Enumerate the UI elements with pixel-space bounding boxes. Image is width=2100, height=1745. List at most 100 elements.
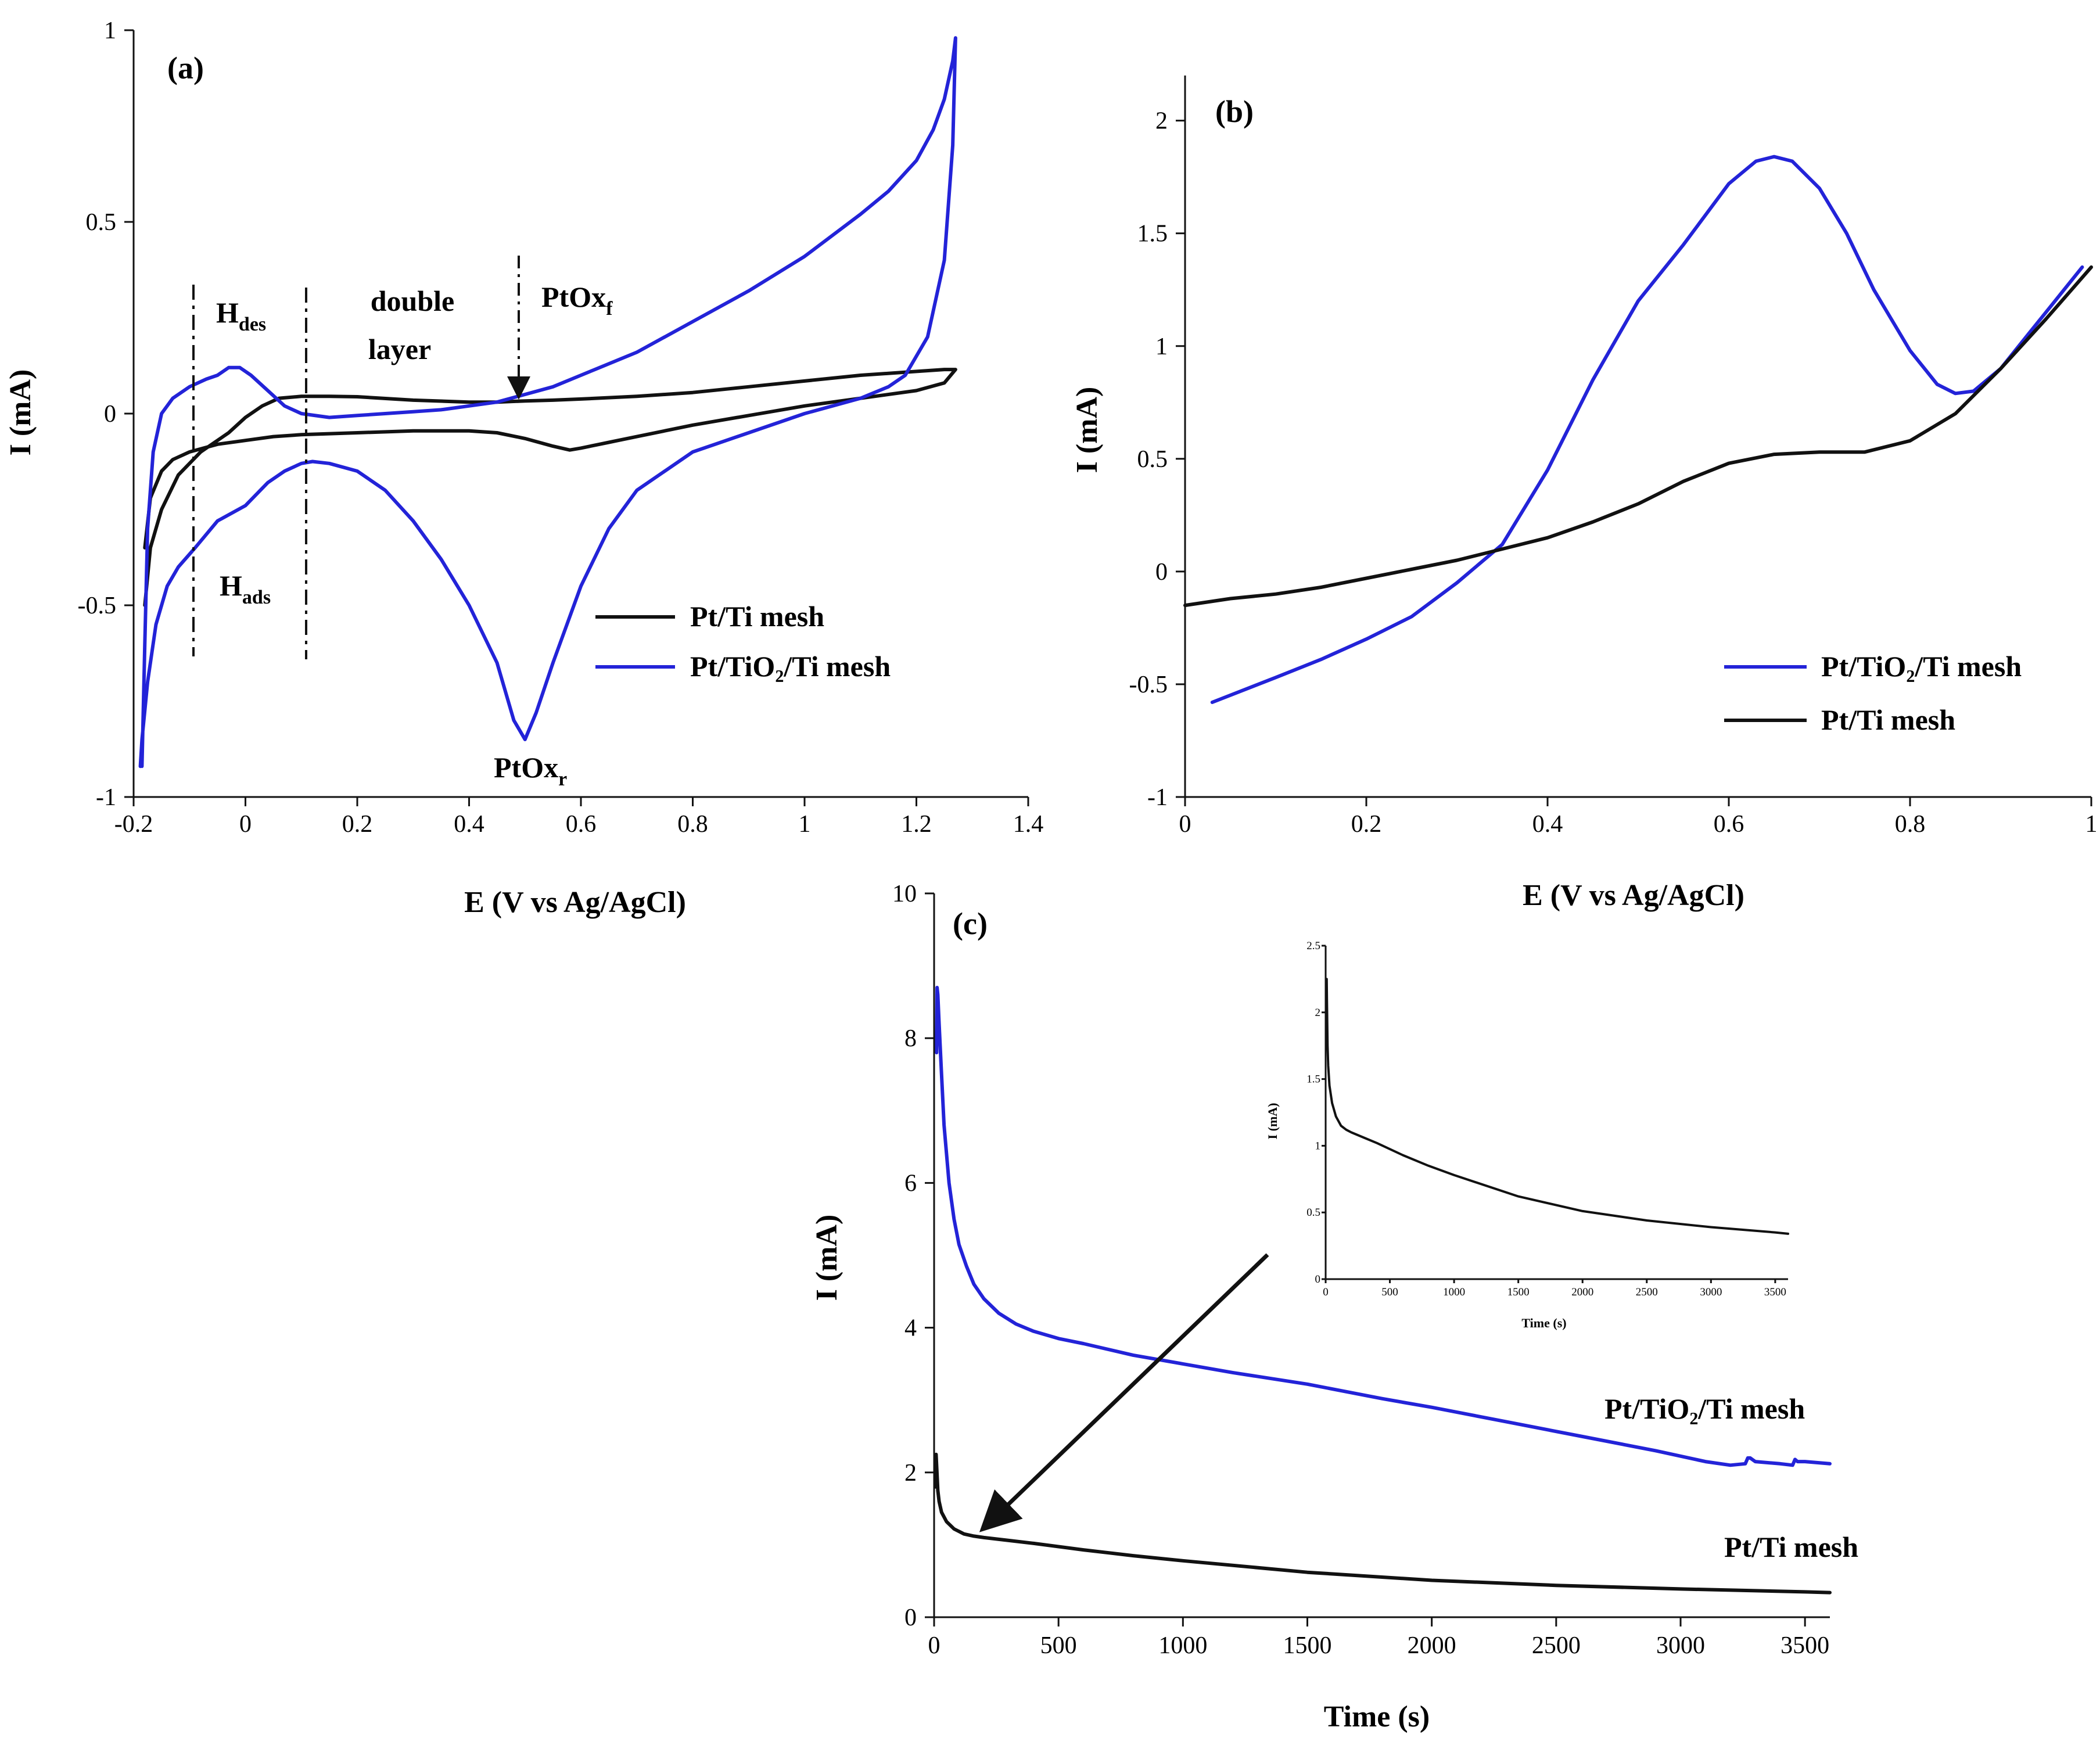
panel-c-ytick-label: 2 (904, 1460, 917, 1487)
panel-b-legend: Pt/TiO₂/Ti mesh Pt/Ti mesh (1724, 650, 2022, 736)
panel-a-xtick-label: 1.4 (1013, 811, 1044, 838)
panel-b-ytick-label: -0.5 (1129, 672, 1168, 698)
inset-xtick-label: 1000 (1443, 1286, 1465, 1298)
annotation-hdes: Hdes (216, 296, 266, 335)
panel-a-ytick-label: -1 (96, 784, 116, 811)
inset-ytick-label: 2 (1315, 1007, 1321, 1019)
panel-c-xtick-label: 500 (1040, 1632, 1077, 1659)
inset-ytick-label: 2.5 (1306, 940, 1320, 952)
inset-xtick-label: 0 (1323, 1286, 1329, 1298)
panel-a-ytick-label: -0.5 (78, 593, 117, 619)
panel-a-xtick-label: 1 (799, 811, 811, 838)
panel-c-xtick-label: 3000 (1656, 1632, 1705, 1659)
panel-a-ytick-label: 0 (104, 401, 116, 428)
panel-b-xlabel: E (V vs Ag/AgCl) (1523, 879, 1744, 912)
panel-c-xtick-label: 1500 (1283, 1632, 1332, 1659)
panel-a-series-pt-tio-ti-mesh (138, 36, 957, 769)
panel-a-legend: Pt/Ti mesh Pt/TiO₂/Ti mesh (595, 600, 891, 683)
panel-b-ticks: 0 0.2 0.4 0.6 0.8 1 -1 -0.5 0 0.5 1 1.5 2 (1129, 108, 2098, 838)
panel-a-label: (a) (167, 51, 204, 85)
panel-c-label-pt-ti: Pt/Ti mesh (1724, 1531, 1858, 1563)
panel-c-ytick-label: 4 (904, 1315, 917, 1342)
inset-chart: 0 500 1000 1500 2000 2500 3000 3500 0 0.5 1 1.5 2 2.5… (1265, 940, 1789, 1330)
panel-c-series-pt-ti-mesh (934, 1452, 1832, 1595)
panel-a-xtick-label: 0.6 (566, 811, 597, 838)
panel-b-xtick-label: 0.6 (1714, 811, 1744, 838)
panel-a-xtick-label: 0.2 (342, 811, 373, 838)
panel-a-xtick-label: 0 (239, 811, 252, 838)
panel-a-xtick-label: 0.4 (454, 811, 484, 838)
panel-c-xtick-label: 2000 (1408, 1632, 1456, 1659)
legend-a-pt-ti-label: Pt/Ti mesh (690, 600, 824, 633)
panel-b-series-pt-ti-mesh (1183, 265, 2093, 608)
panel-c-xlabel: Time (s) (1324, 1700, 1430, 1733)
panel-a-series-pt-ti-mesh (143, 368, 957, 607)
legend-b-pt-ti-label: Pt/Ti mesh (1821, 703, 1955, 736)
panel-b: 0 0.2 0.4 0.6 0.8 1 -1 -0.5 0 0.5 1 1.5 2 (b) E (V v… (1071, 76, 2098, 912)
inset-ytick-label: 0 (1315, 1273, 1321, 1286)
annotation-double: double (371, 285, 455, 317)
panel-b-xtick-label: 0 (1179, 811, 1191, 838)
panel-c-label-pt-tio2-ti: Pt/TiO₂/Ti mesh (1604, 1392, 1805, 1425)
inset-ylabel: I (mA) (1265, 1103, 1280, 1140)
inset-ytick-label: 1 (1315, 1140, 1321, 1152)
panel-a-xtick-label: -0.2 (114, 811, 153, 838)
inset-xtick-label: 1500 (1507, 1286, 1530, 1298)
panel-a-ytick-label: 1 (104, 17, 116, 44)
panel-b-label: (b) (1215, 94, 1254, 129)
panel-b-series (1183, 155, 2093, 704)
panel-c-ylabel: I (mA) (810, 1215, 843, 1301)
panel-c-xtick-label: 2500 (1532, 1632, 1581, 1659)
inset-xtick-label: 3000 (1700, 1286, 1722, 1298)
annotation-ptoxr: PtOxr (494, 751, 567, 790)
inset-xlabel: Time (s) (1521, 1316, 1566, 1330)
annotation-hads: Hads (220, 569, 271, 608)
inset-xtick-label: 500 (1381, 1286, 1398, 1298)
panel-a: -0.2 0 0.2 0.4 0.6 0.8 1 1.2 1.4-1-0.500.51 (a) … (4, 17, 1043, 919)
panel-b-xtick-label: 0.2 (1351, 811, 1382, 838)
inset-ytick-label: 1.5 (1306, 1073, 1320, 1086)
panel-c-ytick-label: 0 (904, 1604, 917, 1631)
panel-b-axes (1184, 76, 2091, 798)
legend-b-pt-tio2-ti-label: Pt/TiO₂/Ti mesh (1821, 650, 2022, 683)
panel-b-xtick-label: 1 (2085, 811, 2098, 838)
panel-b-ytick-label: 1 (1155, 333, 1168, 360)
panel-c-xtick-label: 3500 (1780, 1632, 1829, 1659)
inset-axes (1324, 946, 1788, 1280)
panel-b-ytick-label: 0.5 (1137, 446, 1168, 473)
panel-b-ytick-label: -1 (1147, 784, 1168, 811)
panel-b-ytick-label: 1.5 (1137, 221, 1168, 247)
inset-series-pt-ti-mesh (1325, 978, 1789, 1235)
panel-c-series-pt-tio-ti-mesh (935, 986, 1832, 1467)
inset-xtick-label: 2000 (1571, 1286, 1593, 1298)
annotation-layer: layer (368, 333, 431, 365)
inset-ticks: 0 500 1000 1500 2000 2500 3000 3500 0 0.5 1 1.5 2 2.5 (1306, 940, 1786, 1298)
panel-c-xtick-label: 1000 (1158, 1632, 1207, 1659)
panel-b-ytick-label: 2 (1155, 108, 1168, 135)
inset-ytick-label: 0.5 (1306, 1207, 1320, 1219)
inset-xtick-label: 3500 (1764, 1286, 1786, 1298)
panel-b-ylabel: I (mA) (1071, 387, 1104, 473)
panel-b-xtick-label: 0.8 (1895, 811, 1926, 838)
panel-c-label: (c) (953, 906, 988, 941)
panel-a-ytick-label: 0.5 (86, 209, 117, 236)
panel-b-xtick-label: 0.4 (1532, 811, 1563, 838)
inset-series (1325, 978, 1789, 1235)
legend-a-pt-tio2-ti-label: Pt/TiO₂/Ti mesh (690, 650, 891, 683)
panel-a-xlabel: E (V vs Ag/AgCl) (464, 886, 686, 919)
panel-c-ytick-label: 8 (904, 1025, 917, 1052)
panel-c-ytick-label: 6 (904, 1170, 917, 1197)
panel-b-ytick-label: 0 (1155, 559, 1168, 586)
panel-a-axes (132, 30, 1028, 798)
panel-a-ticks: -0.2 0 0.2 0.4 0.6 0.8 1 1.2 1.4 -1 -0.5 0 0.5 1 (78, 17, 1044, 838)
panel-a-xtick-label: 1.2 (901, 811, 932, 838)
panel-c-xtick-label: 0 (928, 1632, 940, 1659)
panel-a-series (138, 36, 957, 769)
panel-c-ytick-label: 10 (892, 881, 917, 907)
panel-c-axes (933, 893, 1830, 1618)
annotation-ptoxf: PtOxf (541, 281, 613, 319)
panel-c-series (934, 986, 1832, 1595)
